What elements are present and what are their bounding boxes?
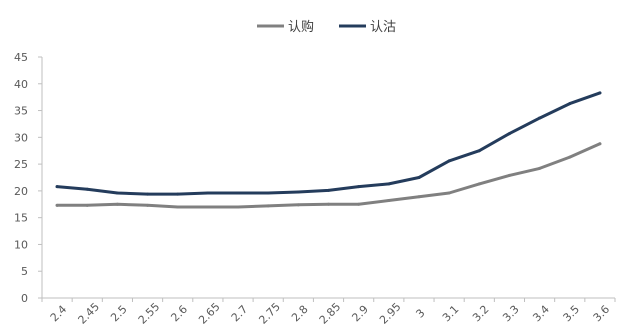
data-point	[55, 203, 59, 207]
data-point	[477, 182, 481, 186]
data-point	[266, 191, 270, 195]
x-tick-label: 2.45	[76, 300, 103, 327]
legend-label-subscribe: 认购	[288, 19, 314, 35]
data-point	[357, 202, 361, 206]
data-point	[507, 132, 511, 136]
data-point	[387, 199, 391, 203]
x-tick-label: 3.4	[530, 303, 552, 325]
data-point	[55, 185, 59, 189]
x-tick-label: 2.75	[256, 300, 283, 327]
data-point	[598, 142, 602, 146]
data-point	[387, 182, 391, 186]
x-tick-label: 3.1	[440, 303, 462, 325]
data-point	[507, 173, 511, 177]
data-point	[296, 190, 300, 194]
data-point	[206, 191, 210, 195]
data-point	[296, 203, 300, 207]
data-point	[447, 159, 451, 163]
series-layer	[55, 91, 602, 209]
x-tick-label: 3.5	[561, 303, 583, 325]
x-tick-label: 3.6	[591, 303, 613, 325]
x-tick-label: 2.5	[108, 303, 130, 325]
y-tick-label: 5	[21, 265, 28, 278]
series-line-subscribe	[55, 142, 602, 209]
data-point	[327, 188, 330, 192]
y-tick-label: 40	[14, 78, 28, 91]
x-tick-label: 2.8	[289, 303, 311, 325]
series-line-put	[55, 91, 602, 196]
data-point	[417, 195, 421, 199]
data-point	[568, 102, 572, 106]
data-point	[115, 202, 119, 206]
data-point	[146, 192, 150, 196]
data-point	[417, 176, 421, 179]
data-point	[538, 166, 542, 170]
x-tick-label: 2.6	[168, 303, 190, 325]
data-point	[327, 202, 330, 206]
data-point	[206, 205, 210, 209]
x-axis-ticks: 2.4 2.45 2.5 2.55 2.6 2.65 2.7 2.75 2.8 2.85 2.9 2.…	[41, 298, 616, 327]
data-point	[236, 205, 240, 209]
axes	[41, 57, 615, 299]
x-tick-label: 2.4	[48, 303, 70, 325]
x-tick-label: 2.65	[196, 300, 223, 327]
data-point	[266, 204, 270, 208]
data-point	[176, 205, 180, 209]
data-point	[598, 91, 602, 95]
data-point	[85, 187, 89, 191]
data-point	[568, 155, 572, 159]
legend-label-put: 认沽	[370, 20, 396, 35]
y-tick-label: 35	[14, 105, 28, 118]
data-point	[357, 185, 361, 189]
data-point	[146, 203, 150, 207]
y-tick-label: 30	[14, 131, 28, 144]
y-tick-label: 45	[14, 51, 28, 64]
x-tick-label: 2.9	[349, 303, 371, 325]
y-tick-label: 0	[21, 292, 28, 305]
x-tick-label: 2.55	[136, 300, 163, 327]
data-point	[115, 191, 119, 195]
data-point	[85, 203, 89, 207]
y-tick-label: 25	[14, 158, 28, 171]
x-tick-label: 3.3	[500, 303, 522, 325]
x-tick-label: 2.85	[317, 300, 344, 327]
x-tick-label: 2.7	[229, 303, 251, 325]
data-point	[477, 149, 481, 153]
x-tick-label: 3.2	[470, 303, 492, 325]
data-point	[176, 192, 180, 196]
data-point	[538, 116, 542, 120]
y-axis-ticks: 0 5 10 15 20 25 30 35 40 45	[14, 51, 42, 305]
y-tick-label: 15	[14, 212, 28, 225]
y-tick-label: 10	[14, 238, 28, 251]
x-tick-label: 2.95	[377, 300, 404, 327]
data-point	[236, 191, 240, 195]
y-tick-label: 20	[14, 185, 28, 198]
data-point	[447, 191, 451, 195]
x-tick-label: 3	[413, 306, 427, 320]
legend: 认购 认沽	[257, 19, 396, 35]
